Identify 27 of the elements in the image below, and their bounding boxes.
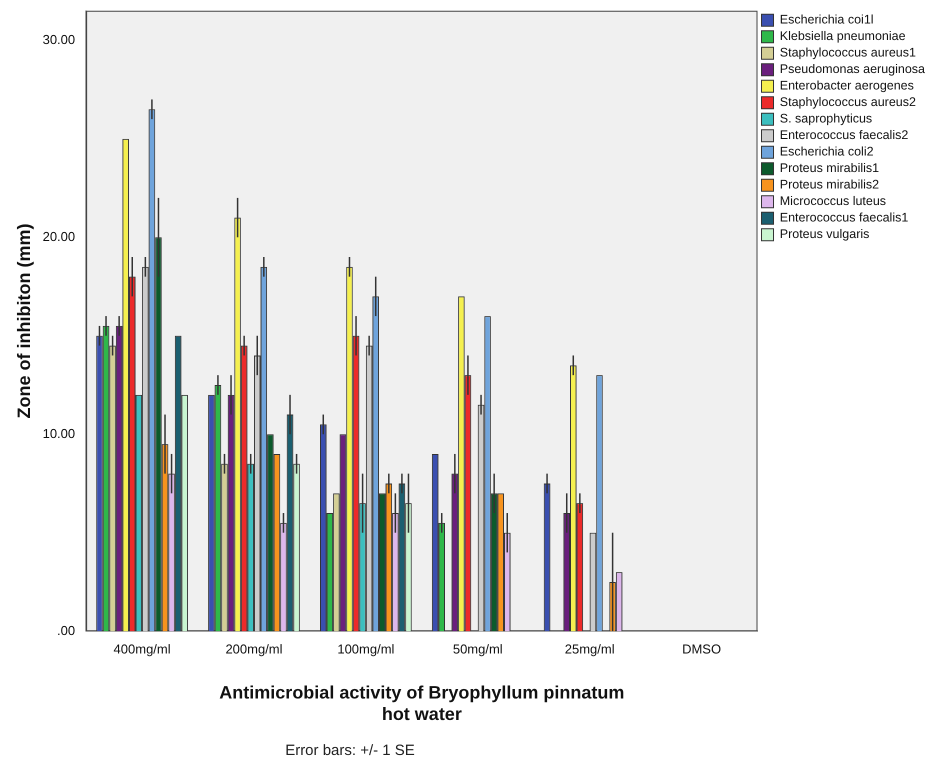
y-tick-label: 10.00 <box>42 426 76 441</box>
legend-label: Enterococcus faecalis2 <box>780 128 908 142</box>
legend-label: Enterobacter aerogenes <box>780 78 914 93</box>
legend-label: Proteus mirabilis1 <box>780 161 880 176</box>
y-tick-label: 20.00 <box>42 228 76 244</box>
legend-label: Proteus mirabilis2 <box>780 178 880 192</box>
x-axis-title: Antimicrobial activity of Bryophyllum pinnatum hot water <box>219 682 624 724</box>
y-tick-label: .00 <box>57 622 76 638</box>
x-tick-label: DMSO <box>682 642 722 657</box>
x-tick-label: 100mg/ml <box>337 642 395 657</box>
legend-label: S. saprophyticus <box>780 112 872 126</box>
legend-label: Klebsiella pneumoniae <box>780 29 906 44</box>
legend-label: Pseudomonas aeruginosa <box>780 62 926 76</box>
x-tick-label: 400mg/ml <box>114 642 171 657</box>
y-tick-label: 30.00 <box>42 32 76 47</box>
y-axis-title: Zone of inhibiton (mm) <box>14 224 34 418</box>
x-tick-label: 200mg/ml <box>225 642 283 657</box>
text: Error bars: +/- 1 SE <box>284 742 416 759</box>
x-tick-label: 50mg/ml <box>452 642 503 657</box>
legend-label: Micrococcus luteus <box>780 194 886 208</box>
legend-label: Escherichia coi1l <box>780 12 874 27</box>
legend-label: Staphylococcus aureus2 <box>780 95 916 110</box>
legend-label: Enterococcus faecalis1 <box>780 210 908 225</box>
legend-label: Staphylococcus aureus1 <box>780 46 916 60</box>
legend-label: Proteus vulgaris <box>780 227 870 242</box>
x-tick-label: 25mg/ml <box>564 642 615 657</box>
legend-label: Escherichia coli2 <box>780 144 874 159</box>
